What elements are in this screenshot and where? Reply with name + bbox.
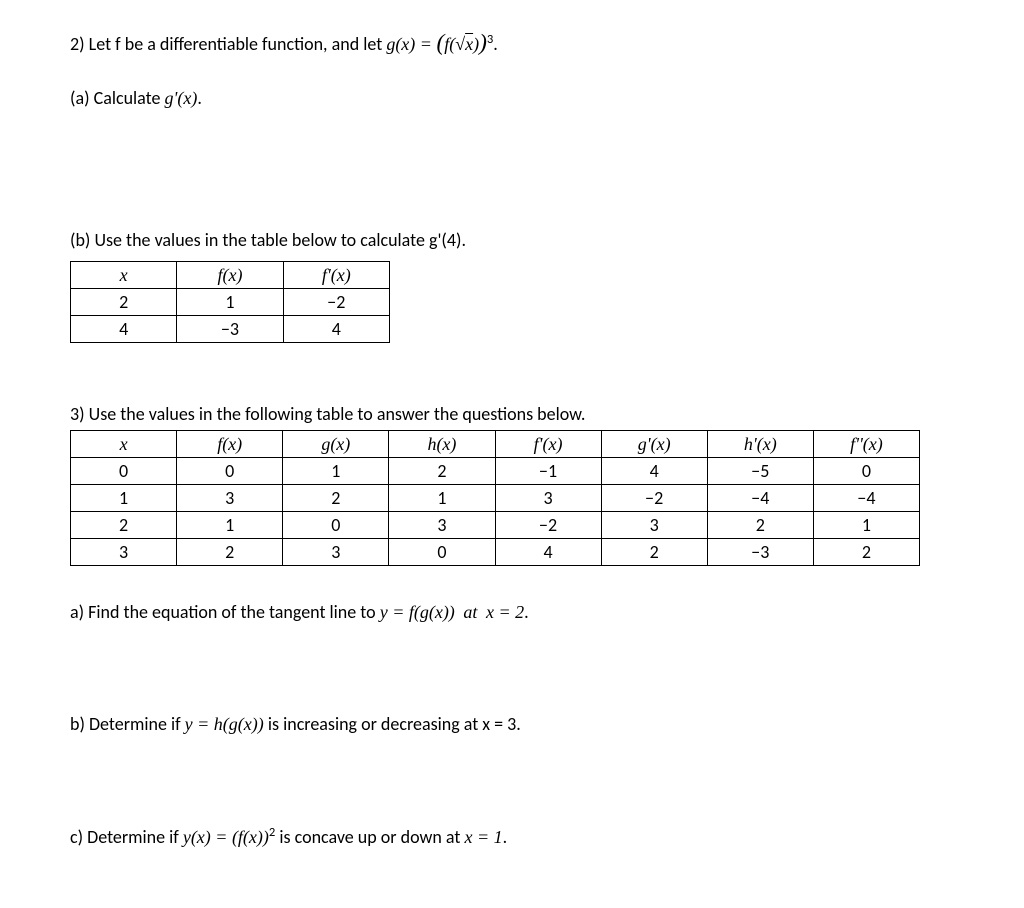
p2-th-fpx: f'(x) <box>283 262 389 289</box>
problem-2-part-a: (a) Calculate g'(x). <box>70 87 954 109</box>
cell: 2 <box>71 512 177 539</box>
p3b-suffix: is increasing or decreasing at x = 3. <box>268 713 521 735</box>
problem-2-table: x f(x) f'(x) 2 1 −2 4 −3 4 <box>70 261 390 343</box>
p3a-mid: at <box>459 602 482 622</box>
p3b-prefix: b) Determine if <box>70 713 185 735</box>
problem-3-part-a: a) Find the equation of the tangent line… <box>70 601 954 623</box>
cell: 2 <box>71 289 177 316</box>
p3-th-6: h'(x) <box>707 431 813 458</box>
p3a-eq2: x = 2 <box>486 602 524 622</box>
p3c-eq: y(x) = (f(x)) <box>183 827 269 847</box>
problem-3-intro: 3) Use the values in the following table… <box>70 403 954 425</box>
cell: 3 <box>71 539 177 566</box>
p3-th-2: g(x) <box>283 431 389 458</box>
cell: 1 <box>71 485 177 512</box>
p2-intro-suffix: . <box>493 33 498 55</box>
table-row: 3 2 3 0 4 2 −3 2 <box>71 539 920 566</box>
cell: 2 <box>601 539 707 566</box>
cell: 0 <box>389 539 495 566</box>
problem-2-part-b: (b) Use the values in the table below to… <box>70 229 954 251</box>
p2-th-x: x <box>71 262 177 289</box>
p3-th-3: h(x) <box>389 431 495 458</box>
cell: 2 <box>707 512 813 539</box>
p3-th-5: g'(x) <box>601 431 707 458</box>
table-row: 2 1 −2 <box>71 289 390 316</box>
table-row: 0 0 1 2 −1 4 −5 0 <box>71 458 920 485</box>
cell: 4 <box>71 316 177 343</box>
cell: 4 <box>283 316 389 343</box>
cell: 2 <box>813 539 919 566</box>
cell: 0 <box>813 458 919 485</box>
p2-th-fx: f(x) <box>177 262 283 289</box>
p3a-suffix: . <box>524 601 529 623</box>
cell: −2 <box>495 512 601 539</box>
cell: 2 <box>283 485 389 512</box>
cell: 4 <box>495 539 601 566</box>
cell: −4 <box>707 485 813 512</box>
p3c-eq2: x = 1 <box>464 827 502 847</box>
p3-th-4: f'(x) <box>495 431 601 458</box>
cell: 2 <box>389 458 495 485</box>
cell: 0 <box>177 458 283 485</box>
cell: −5 <box>707 458 813 485</box>
cell: 3 <box>283 539 389 566</box>
cell: 1 <box>177 289 283 316</box>
table-row: 4 −3 4 <box>71 316 390 343</box>
cell: −3 <box>177 316 283 343</box>
cell: 1 <box>177 512 283 539</box>
cell: 2 <box>177 539 283 566</box>
cell: 4 <box>601 458 707 485</box>
p3c-mid: is concave up or down at <box>279 826 464 848</box>
p3c-suffix: . <box>503 826 508 848</box>
table-header-row: x f(x) f'(x) <box>71 262 390 289</box>
cell: −3 <box>707 539 813 566</box>
table-header-row: x f(x) g(x) h(x) f'(x) g'(x) h'(x) f''(x… <box>71 431 920 458</box>
p3-th-7: f''(x) <box>813 431 919 458</box>
p3c-exp: 2 <box>269 825 275 840</box>
p3b-eq: y = h(g(x)) <box>185 714 264 734</box>
problem-3-part-b: b) Determine if y = h(g(x)) is increasin… <box>70 713 954 735</box>
problem-2-intro: 2) Let f be a differentiable function, a… <box>70 30 954 57</box>
cell: −2 <box>283 289 389 316</box>
cell: 1 <box>283 458 389 485</box>
cell: 3 <box>495 485 601 512</box>
cell: −1 <box>495 458 601 485</box>
p3-th-1: f(x) <box>177 431 283 458</box>
problem-3-table: x f(x) g(x) h(x) f'(x) g'(x) h'(x) f''(x… <box>70 430 920 566</box>
cell: 0 <box>283 512 389 539</box>
table-row: 1 3 2 1 3 −2 −4 −4 <box>71 485 920 512</box>
cell: −4 <box>813 485 919 512</box>
p3-th-0: x <box>71 431 177 458</box>
cell: 1 <box>813 512 919 539</box>
p2-intro-prefix: 2) Let f be a differentiable function, a… <box>70 33 386 55</box>
cell: −2 <box>601 485 707 512</box>
problem-3-part-c: c) Determine if y(x) = (f(x))2 is concav… <box>70 825 954 848</box>
cell: 0 <box>71 458 177 485</box>
p2-part-a-text: (a) Calculate g'(x). <box>70 87 202 109</box>
cell: 3 <box>601 512 707 539</box>
p3c-prefix: c) Determine if <box>70 826 183 848</box>
cell: 3 <box>389 512 495 539</box>
p2-intro-equation: g(x) = (f(√x)) <box>386 34 487 54</box>
table-row: 2 1 0 3 −2 3 2 1 <box>71 512 920 539</box>
p3a-eq1: y = f(g(x)) <box>380 602 455 622</box>
cell: 1 <box>389 485 495 512</box>
cell: 3 <box>177 485 283 512</box>
p3a-prefix: a) Find the equation of the tangent line… <box>70 601 380 623</box>
